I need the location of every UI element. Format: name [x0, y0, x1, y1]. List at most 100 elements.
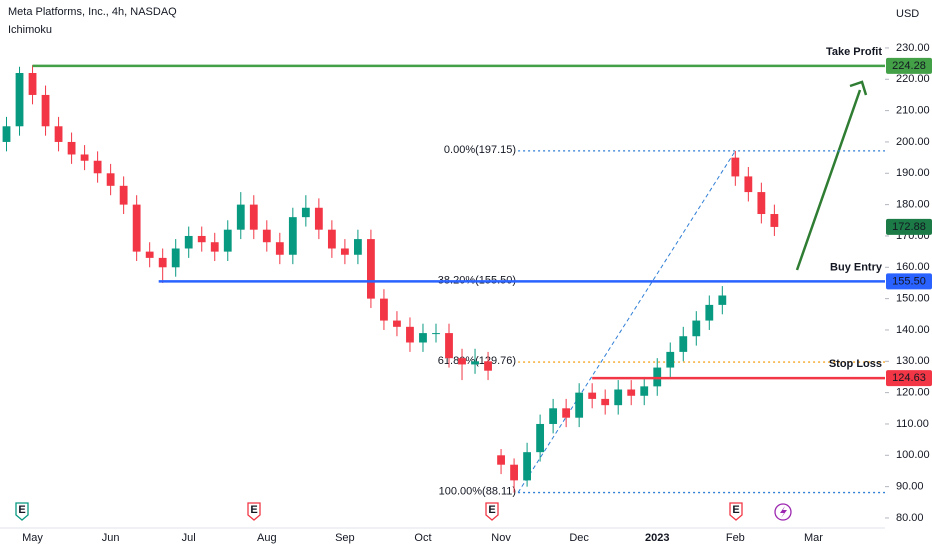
event-marker [729, 502, 743, 521]
fib-label: 0.00%(197.15) [444, 144, 516, 156]
price-badge [886, 57, 932, 74]
event-marker [15, 502, 29, 521]
candle-body [54, 126, 63, 142]
y-tick-label: 220.00 [896, 73, 930, 85]
candle-body [614, 389, 623, 406]
candle-body [171, 248, 180, 268]
candle-body [340, 248, 349, 255]
candle-body [549, 408, 558, 424]
fib-label: 61.80%(129.76) [438, 355, 516, 367]
candle-body [770, 214, 779, 227]
candle-body [132, 204, 141, 252]
x-tick-label: Jun [102, 532, 120, 544]
candle-body [731, 157, 740, 177]
y-tick-label: 230.00 [896, 42, 930, 54]
candle-body [432, 333, 440, 335]
candle-body [249, 204, 258, 230]
candle-body [145, 251, 154, 258]
candle-body [640, 386, 649, 396]
y-tick-label: 110.00 [896, 418, 929, 430]
candle-body [93, 160, 102, 174]
x-tick-label: Mar [804, 532, 823, 544]
level-label: Buy Entry [830, 261, 883, 273]
candle-body [445, 333, 453, 359]
candle-body [28, 73, 37, 95]
candle-body [15, 73, 24, 127]
fib-trend-line [517, 150, 736, 493]
candle-body [393, 320, 401, 327]
candle-body [314, 207, 323, 230]
candle-body [184, 235, 193, 249]
candle-body [2, 126, 11, 142]
candle-body [471, 361, 479, 365]
candle-body [41, 94, 50, 127]
target-arrow [795, 89, 862, 271]
price-badge [886, 370, 932, 387]
y-tick-label: 190.00 [896, 167, 930, 179]
candle-body [510, 464, 518, 481]
event-label: E [732, 504, 739, 516]
x-tick-label: May [22, 532, 43, 544]
candle-body [236, 204, 245, 230]
chart-title: Meta Platforms, Inc., 4h, NASDAQ [8, 6, 177, 18]
candle-body [262, 229, 271, 243]
candle-body [718, 295, 727, 305]
candle-body [705, 304, 714, 321]
candle-body [119, 185, 128, 205]
x-tick-label: Nov [491, 532, 511, 544]
candle-body [367, 239, 375, 299]
candle-body [210, 242, 219, 252]
y-tick-label: 140.00 [896, 324, 930, 336]
indicator-name: Ichimoku [8, 24, 52, 36]
x-tick-label: 2023 [645, 532, 669, 544]
price-badge-label: 155.50 [892, 275, 926, 287]
y-tick-label: 160.00 [896, 261, 930, 273]
event-marker [247, 502, 261, 521]
x-tick-label: Dec [569, 532, 589, 544]
y-tick-label: 130.00 [896, 355, 930, 367]
candle-body [406, 326, 414, 343]
candle-body [497, 455, 505, 465]
candle-body [575, 392, 584, 418]
candle-body [757, 192, 766, 215]
candle-body [80, 154, 89, 161]
candle-body [458, 358, 466, 365]
event-marker [485, 502, 499, 521]
price-badge-label: 224.28 [892, 60, 926, 72]
y-tick-label: 180.00 [896, 199, 930, 211]
x-tick-label: Jul [182, 532, 196, 544]
candle-body [692, 320, 701, 337]
level-label: Stop Loss [829, 358, 882, 370]
candle-body [197, 235, 206, 243]
candle-body [523, 452, 531, 481]
price-badge-label: 124.63 [892, 372, 926, 384]
candle-body [275, 242, 284, 255]
candle-body [67, 141, 76, 155]
target-arrow-head [849, 80, 868, 96]
candle-body [601, 398, 610, 406]
x-tick-label: Aug [257, 532, 277, 544]
dividend-icon [780, 506, 787, 518]
event-label: E [488, 504, 495, 516]
candle-body [419, 333, 427, 343]
y-tick-label: 210.00 [896, 105, 930, 117]
candle-body [588, 392, 597, 399]
candle-body [536, 423, 545, 453]
candle-body [301, 207, 310, 218]
y-tick-label: 80.00 [896, 512, 924, 524]
y-tick-label: 150.00 [896, 293, 930, 305]
y-tick-label: 120.00 [896, 387, 930, 399]
event-label: E [250, 504, 257, 516]
candle-body [744, 176, 753, 193]
candle-body [354, 239, 362, 255]
x-tick-label: Oct [414, 532, 431, 544]
candle-body [288, 217, 297, 255]
y-tick-label: 100.00 [896, 449, 930, 461]
candle-body [106, 173, 115, 186]
event-label: E [18, 504, 25, 516]
price-badge [886, 273, 932, 290]
candle-body [562, 408, 571, 418]
y-tick-label: 200.00 [896, 136, 930, 148]
candle-body [679, 336, 688, 352]
